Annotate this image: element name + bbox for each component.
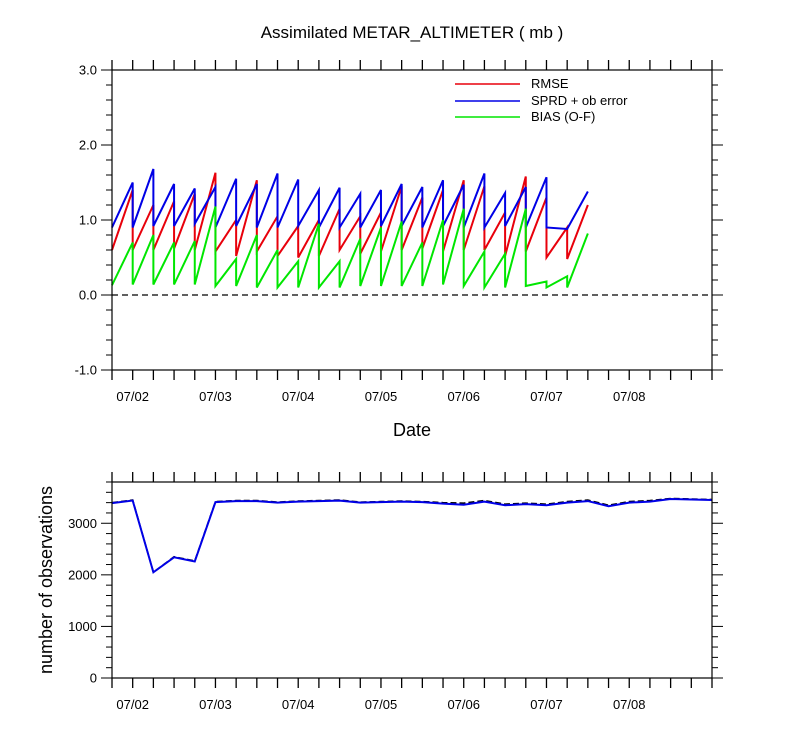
top-xtick-label: 07/07 bbox=[530, 389, 563, 404]
top-ytick-label: 2.0 bbox=[79, 138, 97, 153]
bottom-series-group bbox=[111, 497, 713, 574]
top-tick-marks bbox=[101, 60, 723, 380]
bottom-tick-marks bbox=[101, 472, 723, 688]
top-ytick-label: 0.0 bbox=[79, 288, 97, 303]
bottom-ytick-label: 0 bbox=[90, 671, 97, 686]
top-ytick-label: 1.0 bbox=[79, 213, 97, 228]
top-plot-frame bbox=[111, 69, 713, 371]
bottom-xtick-label: 07/07 bbox=[530, 697, 563, 712]
bottom-ytick-label: 3000 bbox=[68, 516, 97, 531]
bot-series-assimilated bbox=[111, 498, 713, 574]
bottom-xtick-label: 07/08 bbox=[613, 697, 646, 712]
top-xtick-label: 07/04 bbox=[282, 389, 315, 404]
top-xtick-label: 07/08 bbox=[613, 389, 646, 404]
top-xtick-label: 07/02 bbox=[116, 389, 149, 404]
top-chart-title: Assimilated METAR_ALTIMETER ( mb ) bbox=[261, 23, 564, 42]
bottom-xtick-label: 07/05 bbox=[365, 697, 398, 712]
top-panel: Assimilated METAR_ALTIMETER ( mb ) -1.0 … bbox=[75, 23, 723, 440]
top-series-sprd-ob-error bbox=[111, 168, 589, 232]
top-x-axis-title: Date bbox=[393, 420, 431, 440]
legend-label-rmse: RMSE bbox=[531, 76, 569, 91]
top-series-group bbox=[111, 168, 712, 296]
top-ytick-label: -1.0 bbox=[75, 363, 97, 378]
bottom-xtick-label: 07/06 bbox=[447, 697, 480, 712]
top-xtick-label: 07/05 bbox=[365, 389, 398, 404]
top-series-bias-o-f bbox=[111, 206, 589, 292]
bottom-ytick-label: 1000 bbox=[68, 619, 97, 634]
bottom-panel: 0 1000 2000 3000 07/02 07/03 07/04 07/05… bbox=[36, 472, 723, 712]
bottom-xtick-label: 07/02 bbox=[116, 697, 149, 712]
bottom-plot-frame bbox=[111, 481, 713, 679]
bottom-xtick-label: 07/04 bbox=[282, 697, 315, 712]
top-xtick-label: 07/03 bbox=[199, 389, 232, 404]
top-ytick-label: 3.0 bbox=[79, 63, 97, 78]
bottom-y-axis-title: number of observations bbox=[36, 486, 56, 674]
legend-label-bias: BIAS (O-F) bbox=[531, 109, 595, 124]
bottom-ytick-label: 2000 bbox=[68, 567, 97, 582]
legend: RMSE SPRD + ob error BIAS (O-F) bbox=[455, 76, 628, 124]
bottom-xtick-label: 07/03 bbox=[199, 697, 232, 712]
top-xtick-label: 07/06 bbox=[447, 389, 480, 404]
legend-label-sprd: SPRD + ob error bbox=[531, 93, 628, 108]
bot-series-possible bbox=[111, 497, 713, 574]
